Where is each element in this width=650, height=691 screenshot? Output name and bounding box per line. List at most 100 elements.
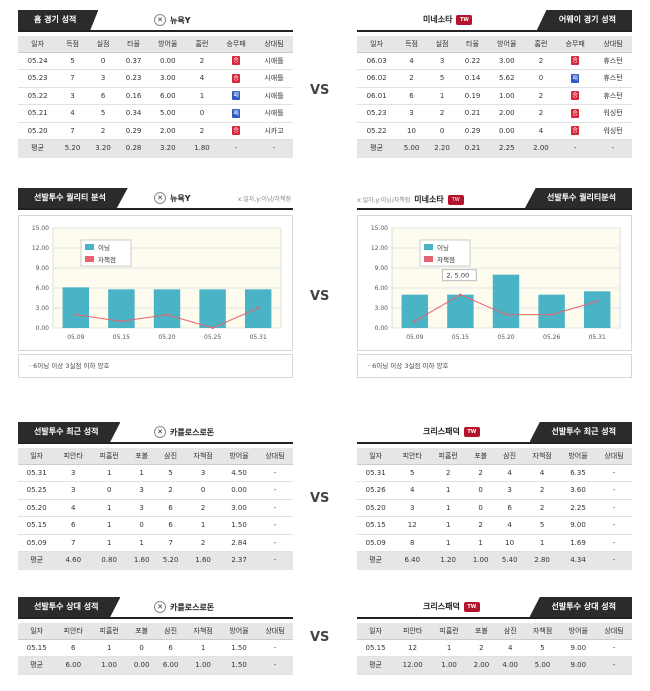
table-cell: 7 — [57, 122, 88, 140]
team-label: ✕ 카를로스로돈 — [154, 601, 214, 613]
table-cell: 1.50 — [221, 516, 257, 535]
quality-left-header: 선발투수 퀄리티 분석 ✕ 뉴욕Y x:일자,y:이닝/자책점 — [18, 188, 293, 210]
table-row: 05.20 4 1 3 6 2 3.00- — [18, 499, 293, 517]
table-cell: 8 — [394, 534, 431, 552]
average-row: 평균 5.20 3.20 0.28 3.20 1.80- - — [18, 139, 293, 158]
table-cell: 휴스턴 — [594, 52, 632, 70]
column-header: 방어율 — [560, 448, 596, 465]
average-row: 평균 5.00 2.20 0.21 2.25 2.00- - — [357, 139, 632, 158]
table-cell: 승 — [556, 87, 595, 105]
average-cell: - — [256, 551, 293, 570]
table-row: 05.15 6 1 0 6 1 1.50- — [18, 639, 293, 657]
recent-left-table: 일자 피안타 피홈런 포볼 삼진 자책점 방어율 상대팀 05.31 3 1 1 5 3 4.50-05.2… — [18, 448, 293, 570]
x-tick-label: 05.31 — [250, 334, 267, 341]
table-row: 06.03 4 3 0.22 3.00 2 승 휴스턴 — [357, 52, 632, 70]
table-header-row: 일자 피안타 피홈런 포볼 삼진 자책점 방어율 상대팀 — [18, 448, 293, 465]
table-cell: 0 — [127, 516, 157, 535]
column-header: 자책점 — [185, 623, 222, 640]
table-cell: - — [595, 516, 632, 535]
table-cell: 4 — [57, 104, 88, 123]
team-name: 뉴욕Y — [170, 15, 191, 25]
table-cell: 1 — [430, 481, 467, 500]
legend-label: 이닝 — [437, 243, 449, 252]
vs-right-panel: 선발투수 상대 성적 크리스패덕 TW 일자 피안타 피홈런 포볼 삼진 자책점 방어율 상대팀… — [357, 597, 632, 675]
loss-badge: 승 — [232, 56, 241, 66]
table-cell: 1 — [91, 534, 128, 552]
home-record-title: 홈 경기 성적 — [18, 10, 99, 30]
table-cell: 0 — [525, 69, 557, 88]
table-cell: 6.00 — [148, 87, 187, 105]
bar-mark — [199, 289, 226, 328]
table-cell: 3 — [426, 52, 458, 70]
table-cell: 0.23 — [118, 69, 149, 88]
y-tick-label: 6.00 — [375, 285, 389, 292]
legend-swatch-bar — [424, 244, 433, 250]
line-point — [165, 313, 169, 316]
vs-left-table: 일자 피안타 피홈런 포볼 삼진 자책점 방어율 상대팀 05.15 6 1 0 6 1 1.50- 평균 6.… — [18, 623, 293, 675]
column-header: 피안타 — [55, 448, 92, 465]
table-cell: 1 — [91, 464, 128, 482]
column-header: 실점 — [87, 36, 119, 53]
table-cell: 6.35 — [560, 464, 596, 482]
legend-box — [80, 239, 132, 267]
quality-left-chart: 15.00 12.00 9.00 6.00 3.00 0.00 05.09 05.15 05.2… — [18, 215, 293, 351]
quality-left-title: 선발투수 퀄리티 분석 — [18, 188, 128, 208]
table-row: 06.02 2 5 0.14 5.62 0 패 휴스턴 — [357, 69, 632, 88]
table-cell: - — [595, 534, 632, 552]
twins-logo-icon: TW — [463, 426, 480, 437]
away-record-table: 일자 득점 실점 타율 방어율 홈런 승무패 상대팀 06.03 4 3 0.22 3.00 2 승 휴스턴 0… — [357, 36, 632, 158]
win-badge: 패 — [232, 108, 241, 118]
table-cell: 2.25 — [560, 499, 596, 517]
column-header: 자책점 — [185, 448, 222, 465]
win-badge: 패 — [571, 73, 580, 83]
table-cell: - — [256, 534, 293, 552]
average-cell: 2.25 — [487, 139, 526, 158]
average-cell: 0.00 — [127, 656, 157, 675]
average-cell: 0.28 — [118, 139, 149, 158]
loss-badge: 승 — [571, 91, 580, 101]
table-cell: 5 — [524, 639, 561, 657]
column-header: 상대팀 — [255, 36, 293, 53]
table-cell: 0.00 — [148, 52, 187, 70]
table-cell: 05.09 — [357, 534, 395, 552]
legend-swatch-line — [85, 256, 94, 262]
y-tick-label: 15.00 — [371, 225, 388, 232]
average-cell: - — [596, 656, 632, 675]
table-cell: 3.00 — [148, 69, 187, 88]
axis-note-text: x:일자,y:이닝/자책점 — [357, 197, 411, 204]
y-tick-label: 6.00 — [36, 285, 50, 292]
y-tick-label: 0.00 — [36, 325, 50, 332]
table-cell: 0.29 — [457, 122, 488, 140]
line-point — [74, 313, 77, 316]
y-tick-label: 12.00 — [32, 245, 49, 252]
average-cell: 4.60 — [55, 551, 92, 570]
recent-right-header: 선발투수 최근 성적 크리스패덕 TW — [357, 422, 632, 444]
legend-label: 자책점 — [437, 255, 455, 264]
table-cell: 06.02 — [357, 69, 397, 88]
average-cell: 1.20 — [430, 551, 467, 570]
table-cell: 7 — [156, 534, 186, 552]
average-cell: 평균 — [18, 551, 56, 570]
column-header: 방어율 — [221, 623, 257, 640]
average-cell: 5.40 — [495, 551, 525, 570]
table-cell: 시애틀 — [255, 87, 293, 105]
table-cell: 시애틀 — [255, 69, 293, 88]
table-cell: 7 — [57, 69, 88, 88]
vs-left-title: 선발투수 상대 성적 — [18, 597, 121, 617]
table-cell: 2 — [426, 104, 458, 123]
average-cell: 4.00 — [495, 656, 525, 675]
vs-right-header: 선발투수 상대 성적 크리스패덕 TW — [357, 597, 632, 619]
table-cell: 5 — [426, 69, 458, 88]
pitcher-name: 카를로스로돈 — [170, 602, 215, 612]
column-header: 삼진 — [156, 623, 186, 640]
table-cell: 3 — [495, 481, 525, 500]
tooltip-box — [441, 269, 477, 282]
table-cell: 0 — [466, 481, 496, 500]
line-point — [211, 326, 214, 330]
table-cell: 06.01 — [357, 87, 397, 105]
twins-logo-icon: TW — [447, 194, 464, 205]
y-tick-label: 3.00 — [375, 305, 389, 312]
average-cell: - — [217, 139, 256, 158]
line-point — [257, 306, 260, 310]
table-cell: 패 — [217, 104, 256, 123]
